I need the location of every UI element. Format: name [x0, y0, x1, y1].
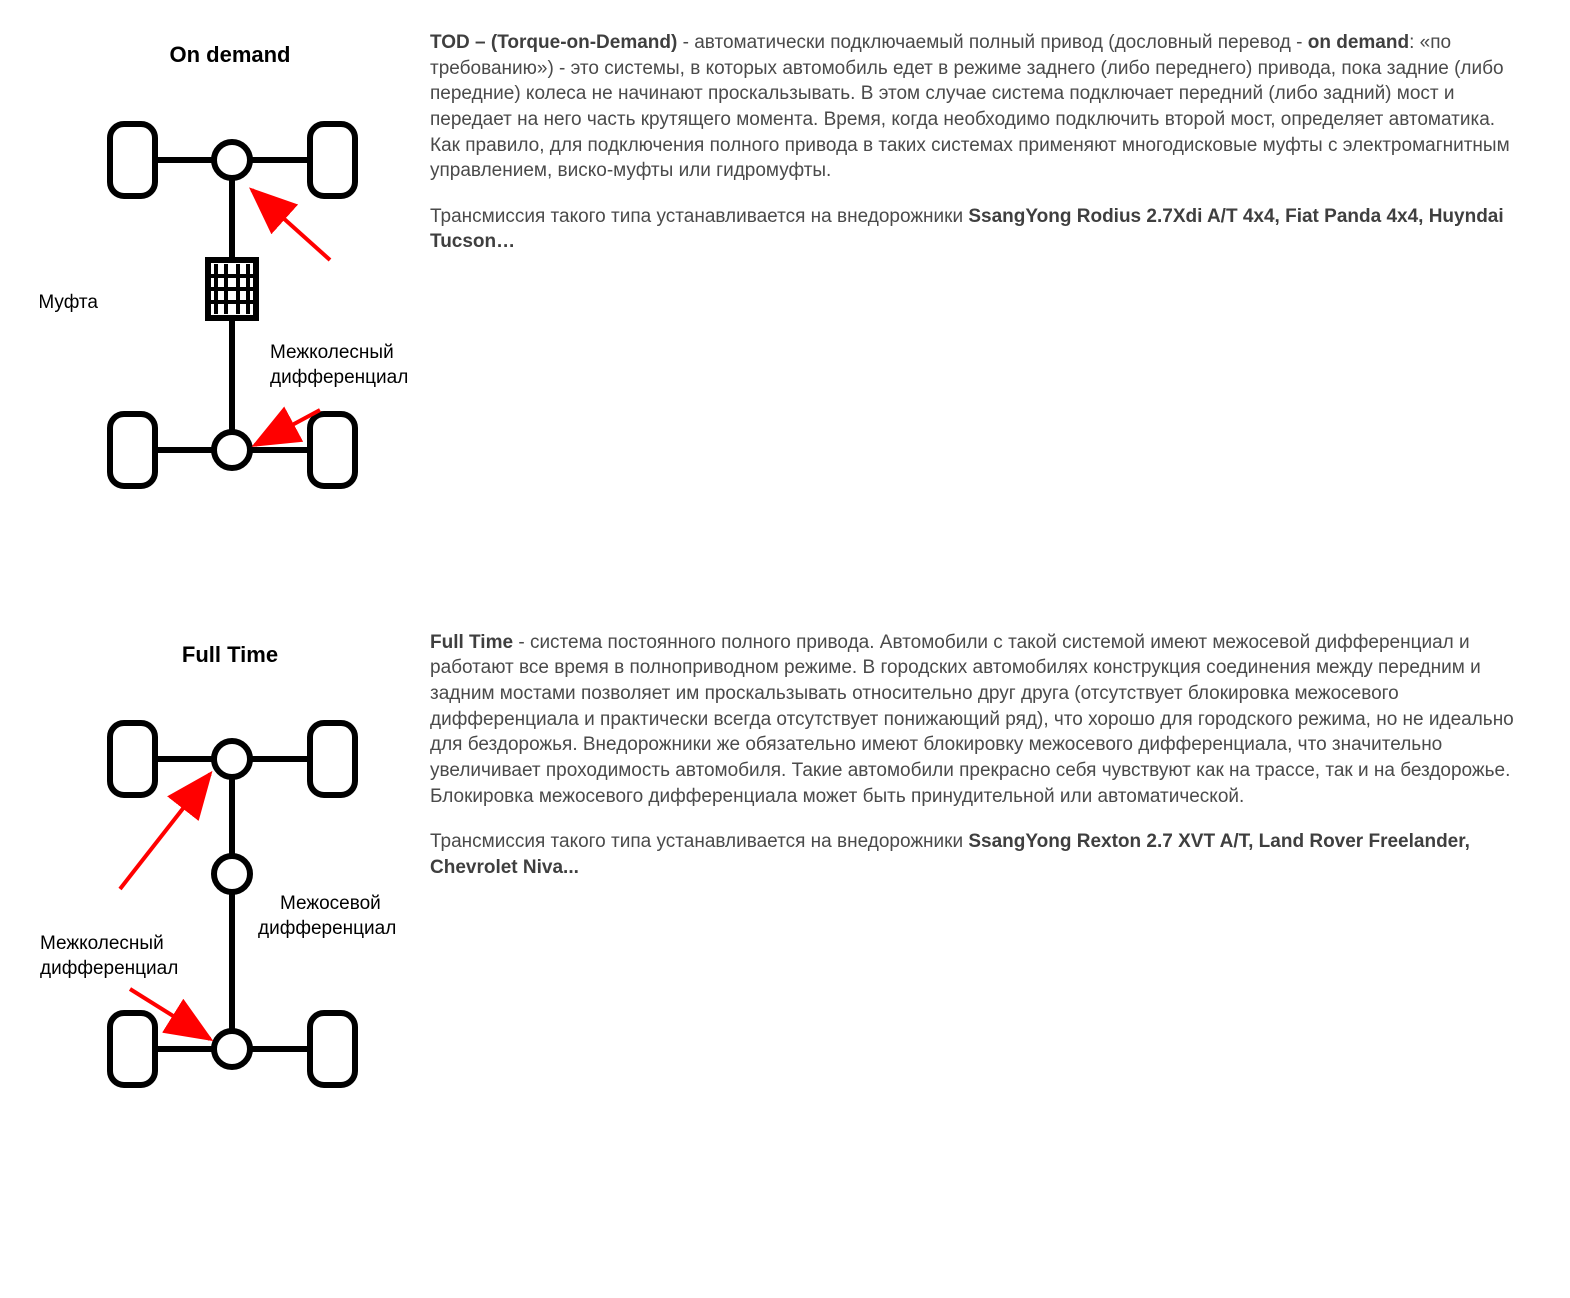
label-wheel-diff-1: Межколесный: [40, 933, 164, 954]
diagram-full-time: Full Time: [40, 630, 420, 1140]
paragraph: Трансмиссия такого типа устанавливается …: [430, 829, 1530, 880]
diagram-title: Full Time: [40, 640, 420, 670]
label-diff-1: Межколесный: [270, 342, 394, 363]
diagram-on-demand: On demand: [40, 30, 420, 540]
paragraph: Трансмиссия такого типа устанавливается …: [430, 204, 1530, 255]
paragraph: Full Time - система постоянного полного …: [430, 630, 1530, 809]
label-center-diff-1: Межосевой: [280, 893, 381, 914]
label-diff-2: дифференциал: [270, 367, 408, 388]
diagram-title: On demand: [40, 40, 420, 70]
drivetrain-diagram-on-demand: Муфта Межколесный дифференциал: [40, 80, 420, 540]
section-full-time: Full Time: [40, 630, 1530, 1140]
label-center-diff-2: дифференциал: [258, 918, 396, 939]
paragraph: TOD – (Torque-on-Demand) - автоматически…: [430, 30, 1530, 184]
label-wheel-diff-2: дифференциал: [40, 958, 178, 979]
text-full-time: Full Time - система постоянного полного …: [420, 630, 1530, 901]
drivetrain-diagram-full-time: Межколесный дифференциал Межосевой диффе…: [40, 679, 420, 1139]
label-clutch: Муфта: [40, 292, 98, 313]
arrow-icon: [252, 190, 330, 260]
text-on-demand: TOD – (Torque-on-Demand) - автоматически…: [420, 30, 1530, 275]
section-on-demand: On demand: [40, 30, 1530, 540]
